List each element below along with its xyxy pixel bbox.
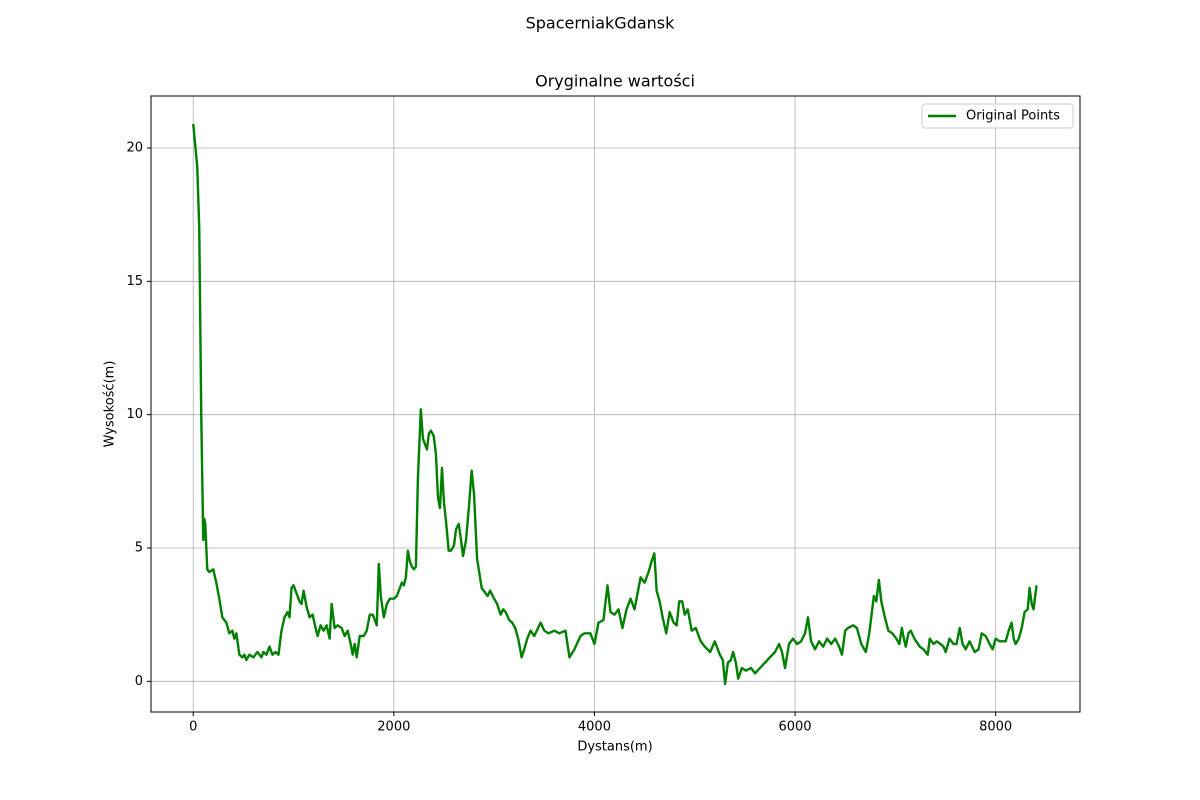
y-tick-label: 5 — [135, 541, 143, 556]
x-tick-label: 6000 — [778, 720, 811, 735]
y-tick-label: 20 — [126, 141, 143, 156]
y-tick-label: 15 — [126, 274, 143, 289]
legend: Original Points — [921, 103, 1074, 129]
legend-box — [921, 103, 1074, 129]
y-tick-label: 10 — [126, 407, 143, 422]
x-tick-label: 8000 — [979, 720, 1012, 735]
chart-title: Oryginalne wartości — [535, 72, 695, 91]
x-tick-label: 2000 — [377, 720, 410, 735]
x-axis-label: Dystans(m) — [577, 740, 652, 755]
plot-area — [192, 123, 1038, 686]
legend-label: Original Points — [966, 109, 1060, 124]
y-axis-label: Wysokość(m) — [103, 361, 118, 448]
x-tick-label: 0 — [189, 720, 197, 735]
y-tick-label: 0 — [135, 674, 143, 689]
data-line — [192, 123, 1038, 686]
axes-frame — [150, 95, 1081, 713]
grid — [151, 96, 1080, 712]
x-tick-label: 4000 — [578, 720, 611, 735]
suptitle: SpacerniakGdansk — [526, 14, 676, 33]
